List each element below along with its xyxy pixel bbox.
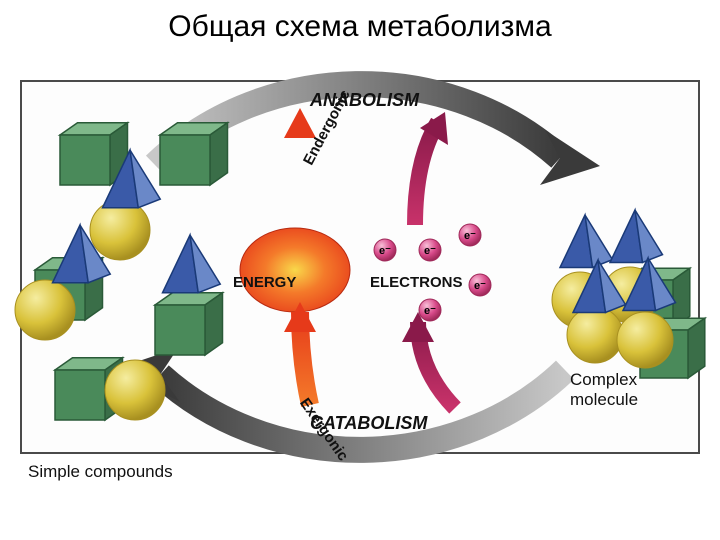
electrons-label: ELECTRONS [370,274,463,291]
electrons-group: e⁻ e⁻ e⁻ e⁻ e⁻ [374,224,491,321]
simple-compounds-label: Simple compounds [28,462,173,482]
catabolism-arrow [118,348,565,450]
simple-compounds-group [15,123,228,420]
energy-label: ENERGY [233,274,296,291]
complex-molecule-group [552,210,705,378]
electrons-up-arrow [415,112,448,225]
svg-text:e⁻: e⁻ [424,245,436,257]
energy-blob [240,228,350,312]
svg-text:e⁻: e⁻ [379,245,391,257]
svg-text:e⁻: e⁻ [474,280,486,292]
svg-text:e⁻: e⁻ [464,230,476,242]
diagram-scene: e⁻ e⁻ e⁻ e⁻ e⁻ [0,0,720,540]
complex-molecule-label: Complex molecule [570,370,680,410]
svg-text:e⁻: e⁻ [424,305,436,317]
exergonic-arrow [284,302,316,405]
electrons-down-arrow [402,312,455,408]
endergonic-arrow [284,108,316,232]
